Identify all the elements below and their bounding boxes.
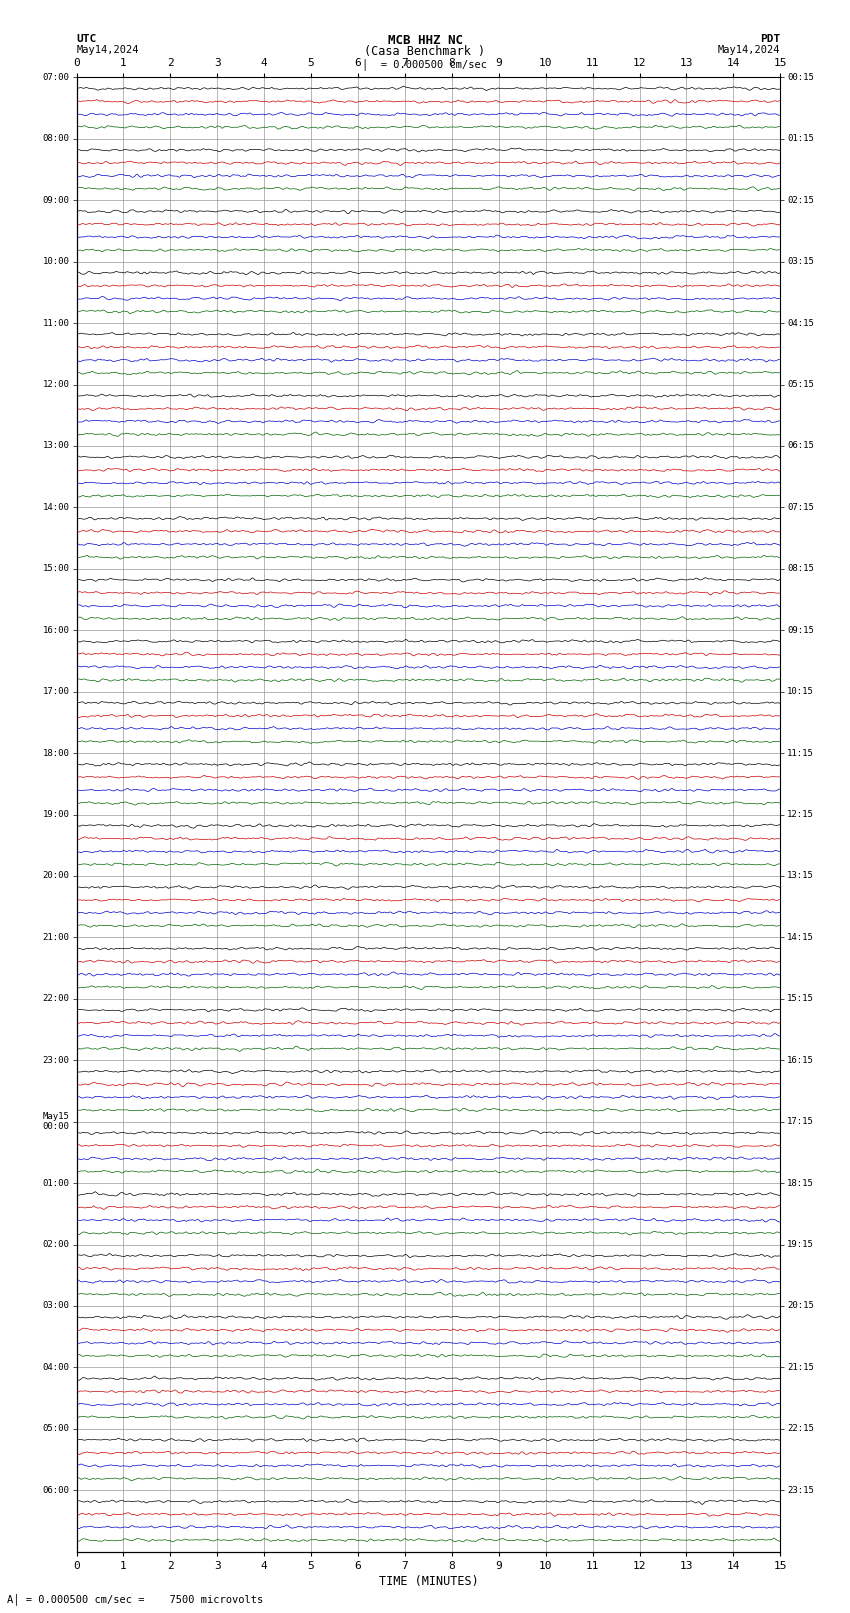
Text: (Casa Benchmark ): (Casa Benchmark ) — [365, 45, 485, 58]
Text: May14,2024: May14,2024 — [717, 45, 780, 55]
Text: May14,2024: May14,2024 — [76, 45, 139, 55]
X-axis label: TIME (MINUTES): TIME (MINUTES) — [378, 1574, 479, 1587]
Text: PDT: PDT — [760, 34, 780, 44]
Text: UTC: UTC — [76, 34, 97, 44]
Text: A│ = 0.000500 cm/sec =    7500 microvolts: A│ = 0.000500 cm/sec = 7500 microvolts — [7, 1594, 263, 1605]
Text: MCB HHZ NC: MCB HHZ NC — [388, 34, 462, 47]
Text: │  = 0.000500 cm/sec: │ = 0.000500 cm/sec — [362, 58, 488, 69]
